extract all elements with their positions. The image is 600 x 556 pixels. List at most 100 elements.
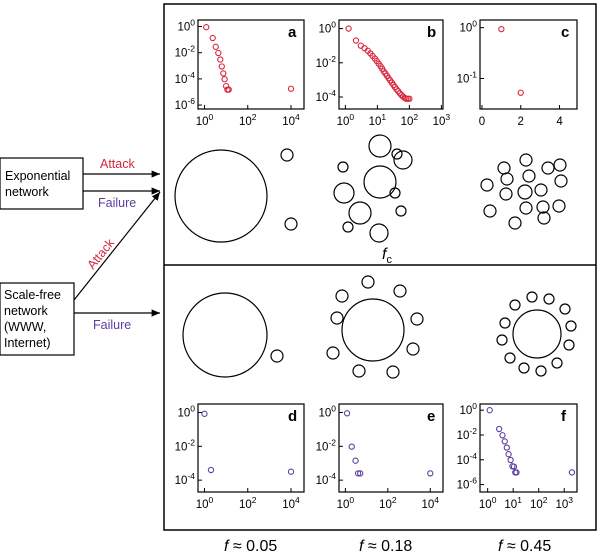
cluster-node — [519, 201, 533, 215]
panel-f: 100 101 102 103 100 10-2 10-4 10-6 f — [457, 401, 578, 511]
cluster-node — [512, 309, 562, 359]
network-top-2 — [333, 134, 413, 243]
cluster-node — [284, 217, 298, 231]
cluster-node — [391, 148, 403, 160]
cluster-node — [500, 172, 514, 186]
cluster-node — [393, 284, 407, 298]
cluster-node — [522, 169, 536, 183]
cluster-node — [534, 183, 548, 197]
arrows — [73, 170, 161, 317]
cluster-node — [497, 161, 511, 175]
data-point — [217, 56, 224, 63]
cluster-node — [393, 150, 413, 170]
cluster-node — [536, 200, 550, 214]
exp-attack-label: Attack — [100, 157, 135, 171]
data-point — [343, 410, 351, 417]
x-tick-label: 102 — [530, 495, 548, 511]
y-tick-label: 100 — [459, 401, 477, 417]
x-tick-label: 100 — [337, 495, 355, 511]
cluster-node — [508, 216, 522, 230]
data-point — [499, 432, 506, 439]
data-point — [393, 86, 400, 93]
cluster-node — [410, 312, 424, 326]
y-tick-label: 100 — [177, 403, 195, 419]
cluster-node — [352, 364, 366, 378]
data-point — [209, 34, 216, 42]
sf-attack-arrow — [73, 191, 161, 301]
data-point — [225, 86, 232, 93]
panel-d: 100 102 104 100 10-2 10-4 d — [175, 403, 305, 511]
scale-free-network-label: Scale-free network (WWW, Internet) — [4, 288, 61, 350]
y-tick-label: 100 — [318, 20, 336, 36]
y-tick-label: 10-6 — [457, 476, 478, 492]
data-point — [212, 43, 219, 50]
x-tick-label: 100 — [196, 112, 214, 128]
x-tick-label: 103 — [433, 112, 451, 128]
network-bottom-1 — [182, 292, 284, 378]
data-point — [287, 468, 295, 475]
cluster-node — [554, 174, 568, 188]
y-tick-label: 10-2 — [316, 437, 337, 453]
removal-fraction-label: f ≈ 0.45 — [498, 538, 551, 555]
panel-b: 100 101 102 103 100 10-2 10-4 b — [316, 19, 451, 128]
cluster-node — [342, 221, 354, 233]
y-tick-label: 10-1 — [457, 69, 478, 85]
data-point — [486, 407, 493, 414]
y-tick-label: 10-4 — [316, 471, 337, 487]
y-tick-label: 100 — [177, 18, 195, 34]
data-point — [203, 24, 210, 31]
cluster-node — [559, 303, 571, 315]
removal-fraction-label: f ≈ 0.18 — [359, 538, 412, 555]
x-tick-label: 0 — [479, 116, 485, 128]
cluster-node — [361, 275, 375, 289]
cluster-node — [174, 149, 268, 243]
data-point — [510, 463, 518, 470]
removal-fraction-labels: f ≈ 0.05 f ≈ 0.18 f ≈ 0.45 — [224, 538, 551, 555]
x-tick-label: 4 — [556, 116, 563, 128]
data-point — [220, 70, 227, 77]
data-point — [427, 470, 434, 477]
y-tick-label: 10-2 — [175, 437, 196, 453]
data-point — [503, 444, 510, 451]
x-tick-label: 104 — [282, 112, 300, 128]
cluster-node — [270, 349, 284, 363]
x-tick-label: 103 — [555, 495, 573, 511]
x-tick-label: 102 — [401, 112, 419, 128]
critical-fraction-label: fc — [382, 246, 392, 266]
panel-a: 100 102 104 100 10-2 10-4 10-6 a — [175, 18, 305, 128]
cluster-node — [335, 289, 349, 303]
panel-letter: c — [561, 24, 569, 41]
y-tick-label: 10-4 — [457, 451, 478, 467]
y-tick-label: 10-4 — [175, 70, 196, 86]
cluster-node — [496, 334, 508, 346]
data-point — [221, 76, 228, 83]
data-point — [517, 89, 524, 96]
x-tick-label: 101 — [504, 495, 522, 511]
cluster-node — [537, 211, 551, 225]
cluster-node — [330, 311, 344, 325]
cluster-node — [526, 291, 538, 303]
exponential-network-box: Exponential network — [0, 157, 84, 210]
y-tick-label: 10-6 — [175, 96, 196, 112]
network-drawings — [174, 134, 577, 379]
data-point — [348, 443, 355, 450]
cluster-node — [541, 161, 555, 175]
y-tick-label: 10-2 — [316, 54, 337, 70]
cluster-node — [519, 153, 533, 167]
x-tick-label: 102 — [239, 495, 257, 511]
cluster-node — [406, 342, 420, 356]
cluster-node — [369, 223, 389, 243]
cluster-node — [518, 362, 530, 374]
data-point — [513, 469, 520, 476]
cluster-node — [348, 201, 372, 225]
cluster-node — [565, 320, 577, 332]
network-top-3 — [480, 153, 568, 230]
data-point — [352, 37, 360, 44]
cluster-node — [341, 298, 405, 362]
cluster-node — [552, 199, 566, 213]
panel-letter: d — [288, 408, 297, 425]
cluster-node — [504, 352, 516, 364]
panel-letter: b — [427, 24, 436, 41]
